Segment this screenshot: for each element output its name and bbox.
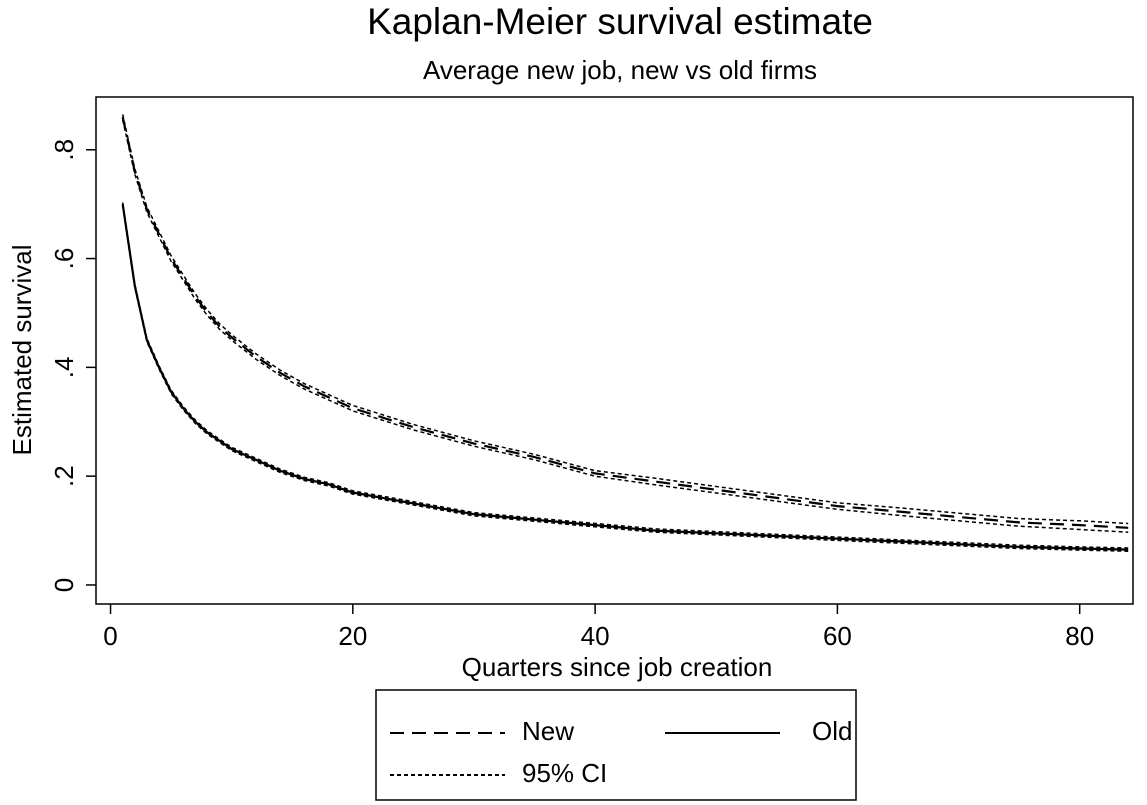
ci-line (121, 202, 1129, 549)
ci-line (121, 205, 1129, 552)
ci-line (121, 119, 1129, 533)
ci-line (121, 114, 1129, 525)
x-tick-label: 60 (823, 621, 852, 651)
plot-frame (95, 96, 1134, 605)
survival-line (121, 204, 1129, 551)
legend-frame (375, 689, 857, 801)
x-tick-label: 0 (103, 621, 117, 651)
y-tick-label: .2 (49, 465, 79, 487)
x-tick-label: 80 (1065, 621, 1094, 651)
chart-subtitle: Average new job, new vs old firms (423, 55, 817, 85)
y-axis-label: Estimated survival (7, 245, 37, 456)
legend-label: Old (812, 716, 852, 746)
x-tick-label: 20 (338, 621, 367, 651)
x-tick-label: 40 (581, 621, 610, 651)
legend-label: New (522, 716, 574, 746)
survival-line (121, 116, 1129, 529)
y-tick-label: .4 (49, 357, 79, 379)
legend-label: 95% CI (522, 758, 607, 788)
x-axis-label: Quarters since job creation (462, 652, 773, 682)
y-tick-label: .8 (49, 139, 79, 161)
chart-title: Kaplan-Meier survival estimate (367, 1, 873, 42)
y-tick-label: .6 (49, 248, 79, 270)
y-tick-label: 0 (49, 578, 79, 592)
